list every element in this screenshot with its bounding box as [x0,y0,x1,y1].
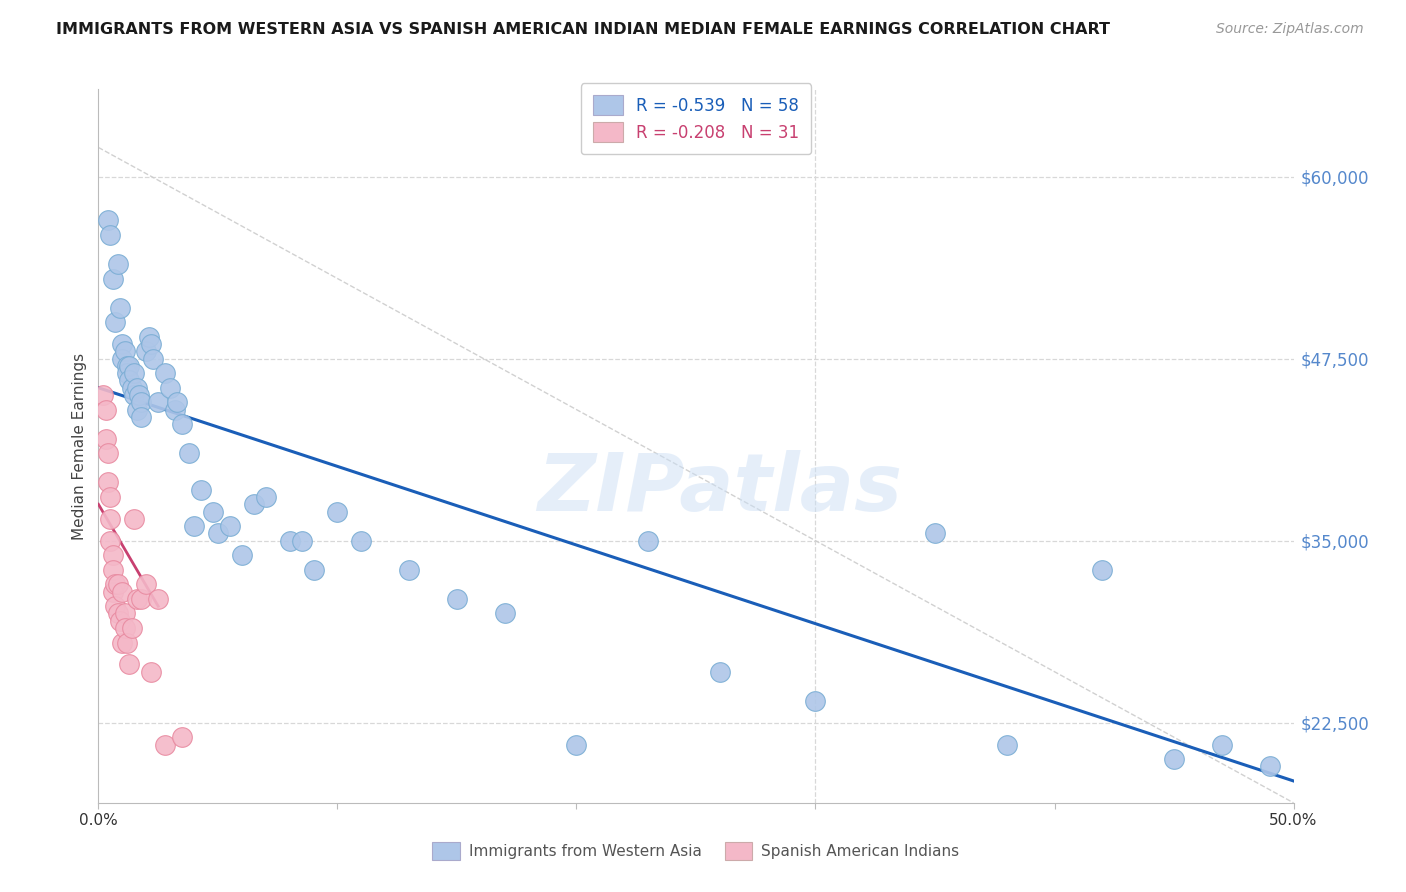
Point [446,591,468,606]
Point [104,599,127,614]
Point [202,504,225,518]
Point [398,563,420,577]
Point [138,330,160,344]
Point [302,563,325,577]
Point [124,366,146,380]
Point [139,337,162,351]
Point [115,366,138,380]
Point [128,388,150,402]
Point [183,519,205,533]
Point [148,395,170,409]
Point [115,359,138,373]
Point [219,519,242,533]
Point [291,533,314,548]
Point [98,512,122,526]
Point [121,381,143,395]
Point [159,381,181,395]
Point [131,591,153,606]
Point [494,607,516,621]
Point [565,738,588,752]
Point [98,227,122,242]
Point [142,351,165,366]
Point [111,351,134,366]
Point [97,446,120,460]
Point [101,584,124,599]
Point [278,533,301,548]
Point [155,366,177,380]
Point [101,548,124,562]
Point [104,577,127,591]
Point [254,490,277,504]
Point [709,665,731,679]
Point [350,533,373,548]
Point [1091,563,1114,577]
Point [118,374,141,388]
Point [111,635,134,649]
Point [104,315,127,329]
Point [111,584,134,599]
Point [94,402,117,417]
Point [131,395,153,409]
Point [111,337,134,351]
Text: IMMIGRANTS FROM WESTERN ASIA VS SPANISH AMERICAN INDIAN MEDIAN FEMALE EARNINGS C: IMMIGRANTS FROM WESTERN ASIA VS SPANISH … [56,22,1111,37]
Point [94,432,117,446]
Text: Source: ZipAtlas.com: Source: ZipAtlas.com [1216,22,1364,37]
Point [637,533,659,548]
Point [139,665,162,679]
Point [1163,752,1185,766]
Point [148,591,170,606]
Point [91,388,114,402]
Point [125,381,148,395]
Legend: Immigrants from Western Asia, Spanish American Indians: Immigrants from Western Asia, Spanish Am… [426,836,966,866]
Point [121,621,143,635]
Point [124,388,146,402]
Point [118,657,141,672]
Y-axis label: Median Female Earnings: Median Female Earnings [72,352,87,540]
Point [924,526,946,541]
Point [114,621,136,635]
Point [163,402,186,417]
Point [107,257,129,271]
Point [98,533,122,548]
Point [108,301,131,315]
Point [125,591,148,606]
Point [326,504,349,518]
Point [231,548,253,562]
Point [172,731,194,745]
Point [108,614,131,628]
Point [115,635,138,649]
Point [98,490,122,504]
Point [243,497,266,511]
Point [207,526,229,541]
Point [172,417,194,432]
Point [190,483,212,497]
Point [125,402,148,417]
Point [166,395,188,409]
Text: ZIPatlas: ZIPatlas [537,450,903,528]
Point [131,409,153,424]
Point [804,694,827,708]
Point [124,512,146,526]
Point [97,213,120,227]
Point [135,344,157,359]
Point [97,475,120,490]
Point [101,271,124,285]
Point [118,359,141,373]
Point [114,607,136,621]
Point [114,344,136,359]
Point [179,446,201,460]
Point [107,577,129,591]
Point [107,607,129,621]
Point [1258,759,1281,773]
Point [135,577,157,591]
Point [1211,738,1233,752]
Point [995,738,1018,752]
Point [101,563,124,577]
Point [155,738,177,752]
